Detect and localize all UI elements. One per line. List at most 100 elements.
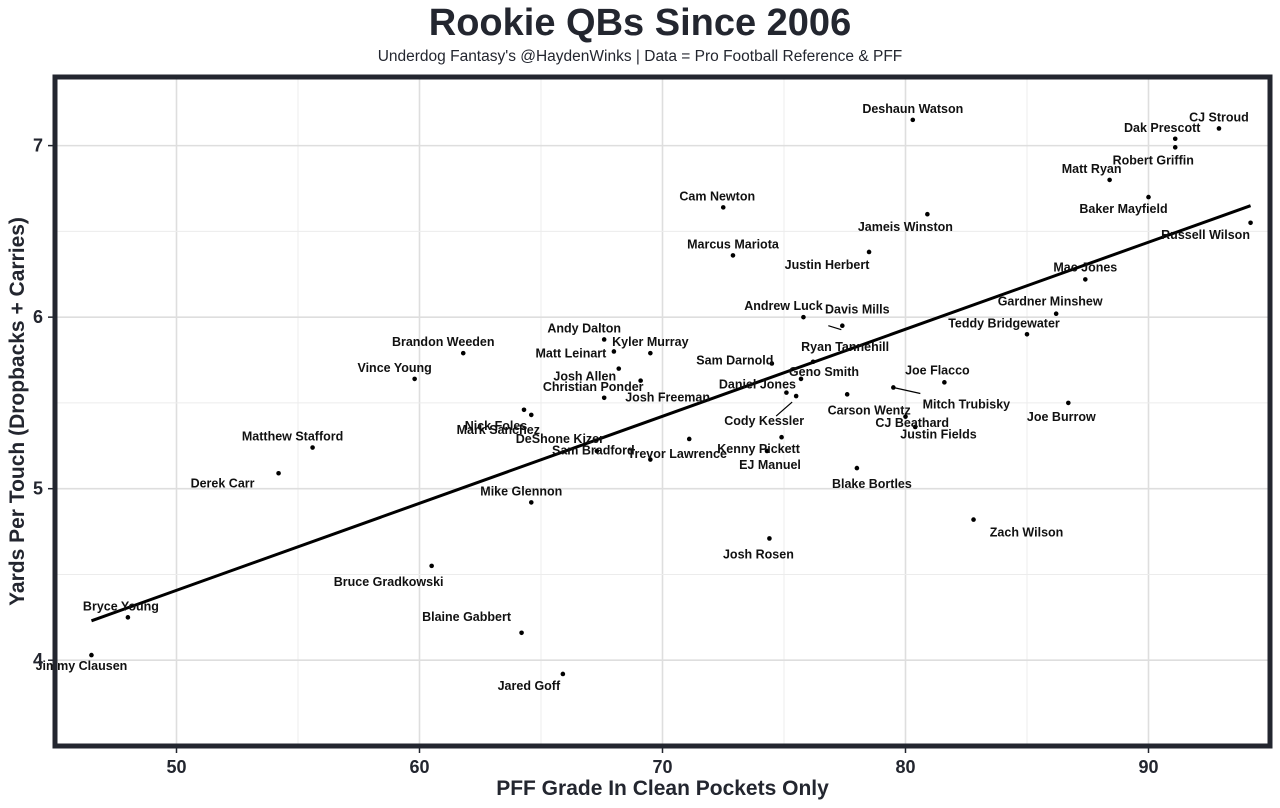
point-label: Cody Kessler bbox=[724, 414, 804, 428]
point-label: Cam Newton bbox=[679, 189, 755, 203]
data-point bbox=[866, 249, 872, 255]
chart-subtitle: Underdog Fantasy's @HaydenWinks | Data =… bbox=[377, 48, 903, 65]
point-label: Mitch Trubisky bbox=[923, 397, 1011, 411]
point-label: Ryan Tannehill bbox=[801, 340, 889, 354]
data-point bbox=[686, 436, 692, 442]
x-tick-label: 90 bbox=[1138, 757, 1158, 777]
data-point bbox=[798, 376, 804, 382]
data-point bbox=[779, 434, 784, 440]
data-point bbox=[412, 376, 417, 382]
point-label: Blaine Gabbert bbox=[422, 610, 512, 624]
y-axis-title: Yards Per Touch (Dropbacks + Carries) bbox=[6, 217, 29, 606]
data-point bbox=[1172, 145, 1178, 150]
data-point bbox=[1083, 277, 1088, 282]
point-label: Deshaun Watson bbox=[862, 102, 963, 116]
data-point bbox=[429, 563, 434, 569]
point-label: DeShone Kizer bbox=[516, 432, 604, 446]
data-point bbox=[971, 517, 976, 522]
point-label: Davis Mills bbox=[825, 303, 890, 317]
data-point bbox=[767, 536, 772, 541]
leader-lines bbox=[775, 325, 921, 417]
data-point bbox=[1172, 136, 1178, 142]
data-point bbox=[891, 385, 896, 390]
point-label: Carson Wentz bbox=[828, 403, 911, 417]
point-label: Trevor Lawrence bbox=[628, 447, 727, 461]
trend-line-group bbox=[90, 204, 1252, 623]
point-label: Matthew Stafford bbox=[242, 430, 343, 444]
data-point bbox=[528, 500, 534, 505]
data-point bbox=[910, 117, 916, 123]
point-label: Teddy Bridgewater bbox=[948, 316, 1060, 330]
point-label: Mark Sanchez bbox=[457, 423, 540, 437]
point-label: Vince Young bbox=[357, 361, 431, 375]
data-point bbox=[1146, 194, 1151, 200]
point-label: Gardner Minshew bbox=[998, 295, 1103, 309]
x-tick-label: 60 bbox=[409, 757, 429, 777]
point-label: Justin Herbert bbox=[785, 258, 871, 272]
data-point bbox=[125, 615, 131, 620]
point-label: Bryce Young bbox=[83, 599, 159, 613]
point-label: Andy Dalton bbox=[547, 321, 621, 335]
data-point bbox=[528, 412, 534, 418]
point-label: Dak Prescott bbox=[1124, 121, 1201, 135]
point-label: Baker Mayfield bbox=[1079, 202, 1167, 216]
data-point bbox=[854, 465, 860, 471]
data-point bbox=[1053, 311, 1059, 317]
data-point bbox=[720, 205, 726, 210]
y-tick-label: 6 bbox=[33, 307, 43, 327]
point-label: Joe Burrow bbox=[1027, 410, 1096, 424]
data-point bbox=[1107, 177, 1112, 183]
point-label: Mac Jones bbox=[1053, 260, 1117, 274]
point-label: Jimmy Clausen bbox=[36, 659, 128, 673]
point-label: Andrew Luck bbox=[744, 299, 823, 313]
data-point bbox=[925, 211, 930, 217]
point-label: Mike Glennon bbox=[480, 484, 562, 498]
x-tick-label: 80 bbox=[895, 757, 915, 777]
point-label: Kenny Pickett bbox=[717, 442, 801, 456]
point-label: CJ Stroud bbox=[1189, 110, 1249, 124]
data-point bbox=[903, 414, 908, 419]
point-label: Russell Wilson bbox=[1161, 228, 1250, 242]
x-tick-label: 50 bbox=[166, 757, 186, 777]
data-point bbox=[730, 253, 736, 258]
data-point bbox=[648, 350, 653, 356]
point-label: Josh Rosen bbox=[723, 547, 794, 561]
data-point bbox=[793, 393, 799, 399]
data-point bbox=[638, 378, 643, 383]
tick-labels: 50 60 70 80 90 4 5 6 7 bbox=[33, 136, 1159, 777]
data-point bbox=[840, 323, 845, 329]
x-tick-label: 70 bbox=[652, 757, 672, 777]
point-label: Zach Wilson bbox=[990, 526, 1064, 540]
point-label: Christian Ponder bbox=[543, 380, 644, 394]
point-label: Matt Leinart bbox=[535, 346, 607, 360]
data-point bbox=[648, 457, 653, 462]
point-label: Jameis Winston bbox=[858, 220, 953, 234]
point-label: Justin Fields bbox=[900, 428, 976, 442]
leader-line bbox=[828, 325, 842, 331]
data-point bbox=[594, 448, 600, 454]
data-point bbox=[912, 424, 918, 430]
point-label: EJ Manuel bbox=[739, 458, 801, 472]
x-axis-title: PFF Grade In Clean Pockets Only bbox=[496, 777, 829, 800]
y-tick-label: 5 bbox=[33, 479, 43, 499]
point-label: Jared Goff bbox=[498, 679, 561, 693]
y-tick-label: 4 bbox=[33, 650, 43, 670]
trend-line bbox=[90, 204, 1252, 623]
point-label: Joe Flacco bbox=[905, 363, 970, 377]
data-point bbox=[89, 652, 94, 658]
point-label: Nick Foles bbox=[465, 419, 528, 433]
data-point bbox=[519, 630, 524, 636]
plot-frame bbox=[52, 74, 1273, 749]
data-point bbox=[784, 390, 789, 395]
data-point bbox=[769, 361, 775, 366]
leader-line bbox=[893, 386, 921, 395]
data-point bbox=[844, 392, 850, 397]
point-label: Bruce Gradkowski bbox=[334, 575, 444, 589]
data-point bbox=[1248, 220, 1253, 226]
point-label: Josh Allen bbox=[553, 370, 616, 384]
point-label: Daniel Jones bbox=[719, 378, 796, 392]
point-label: Matt Ryan bbox=[1062, 162, 1122, 176]
data-point bbox=[310, 445, 315, 450]
